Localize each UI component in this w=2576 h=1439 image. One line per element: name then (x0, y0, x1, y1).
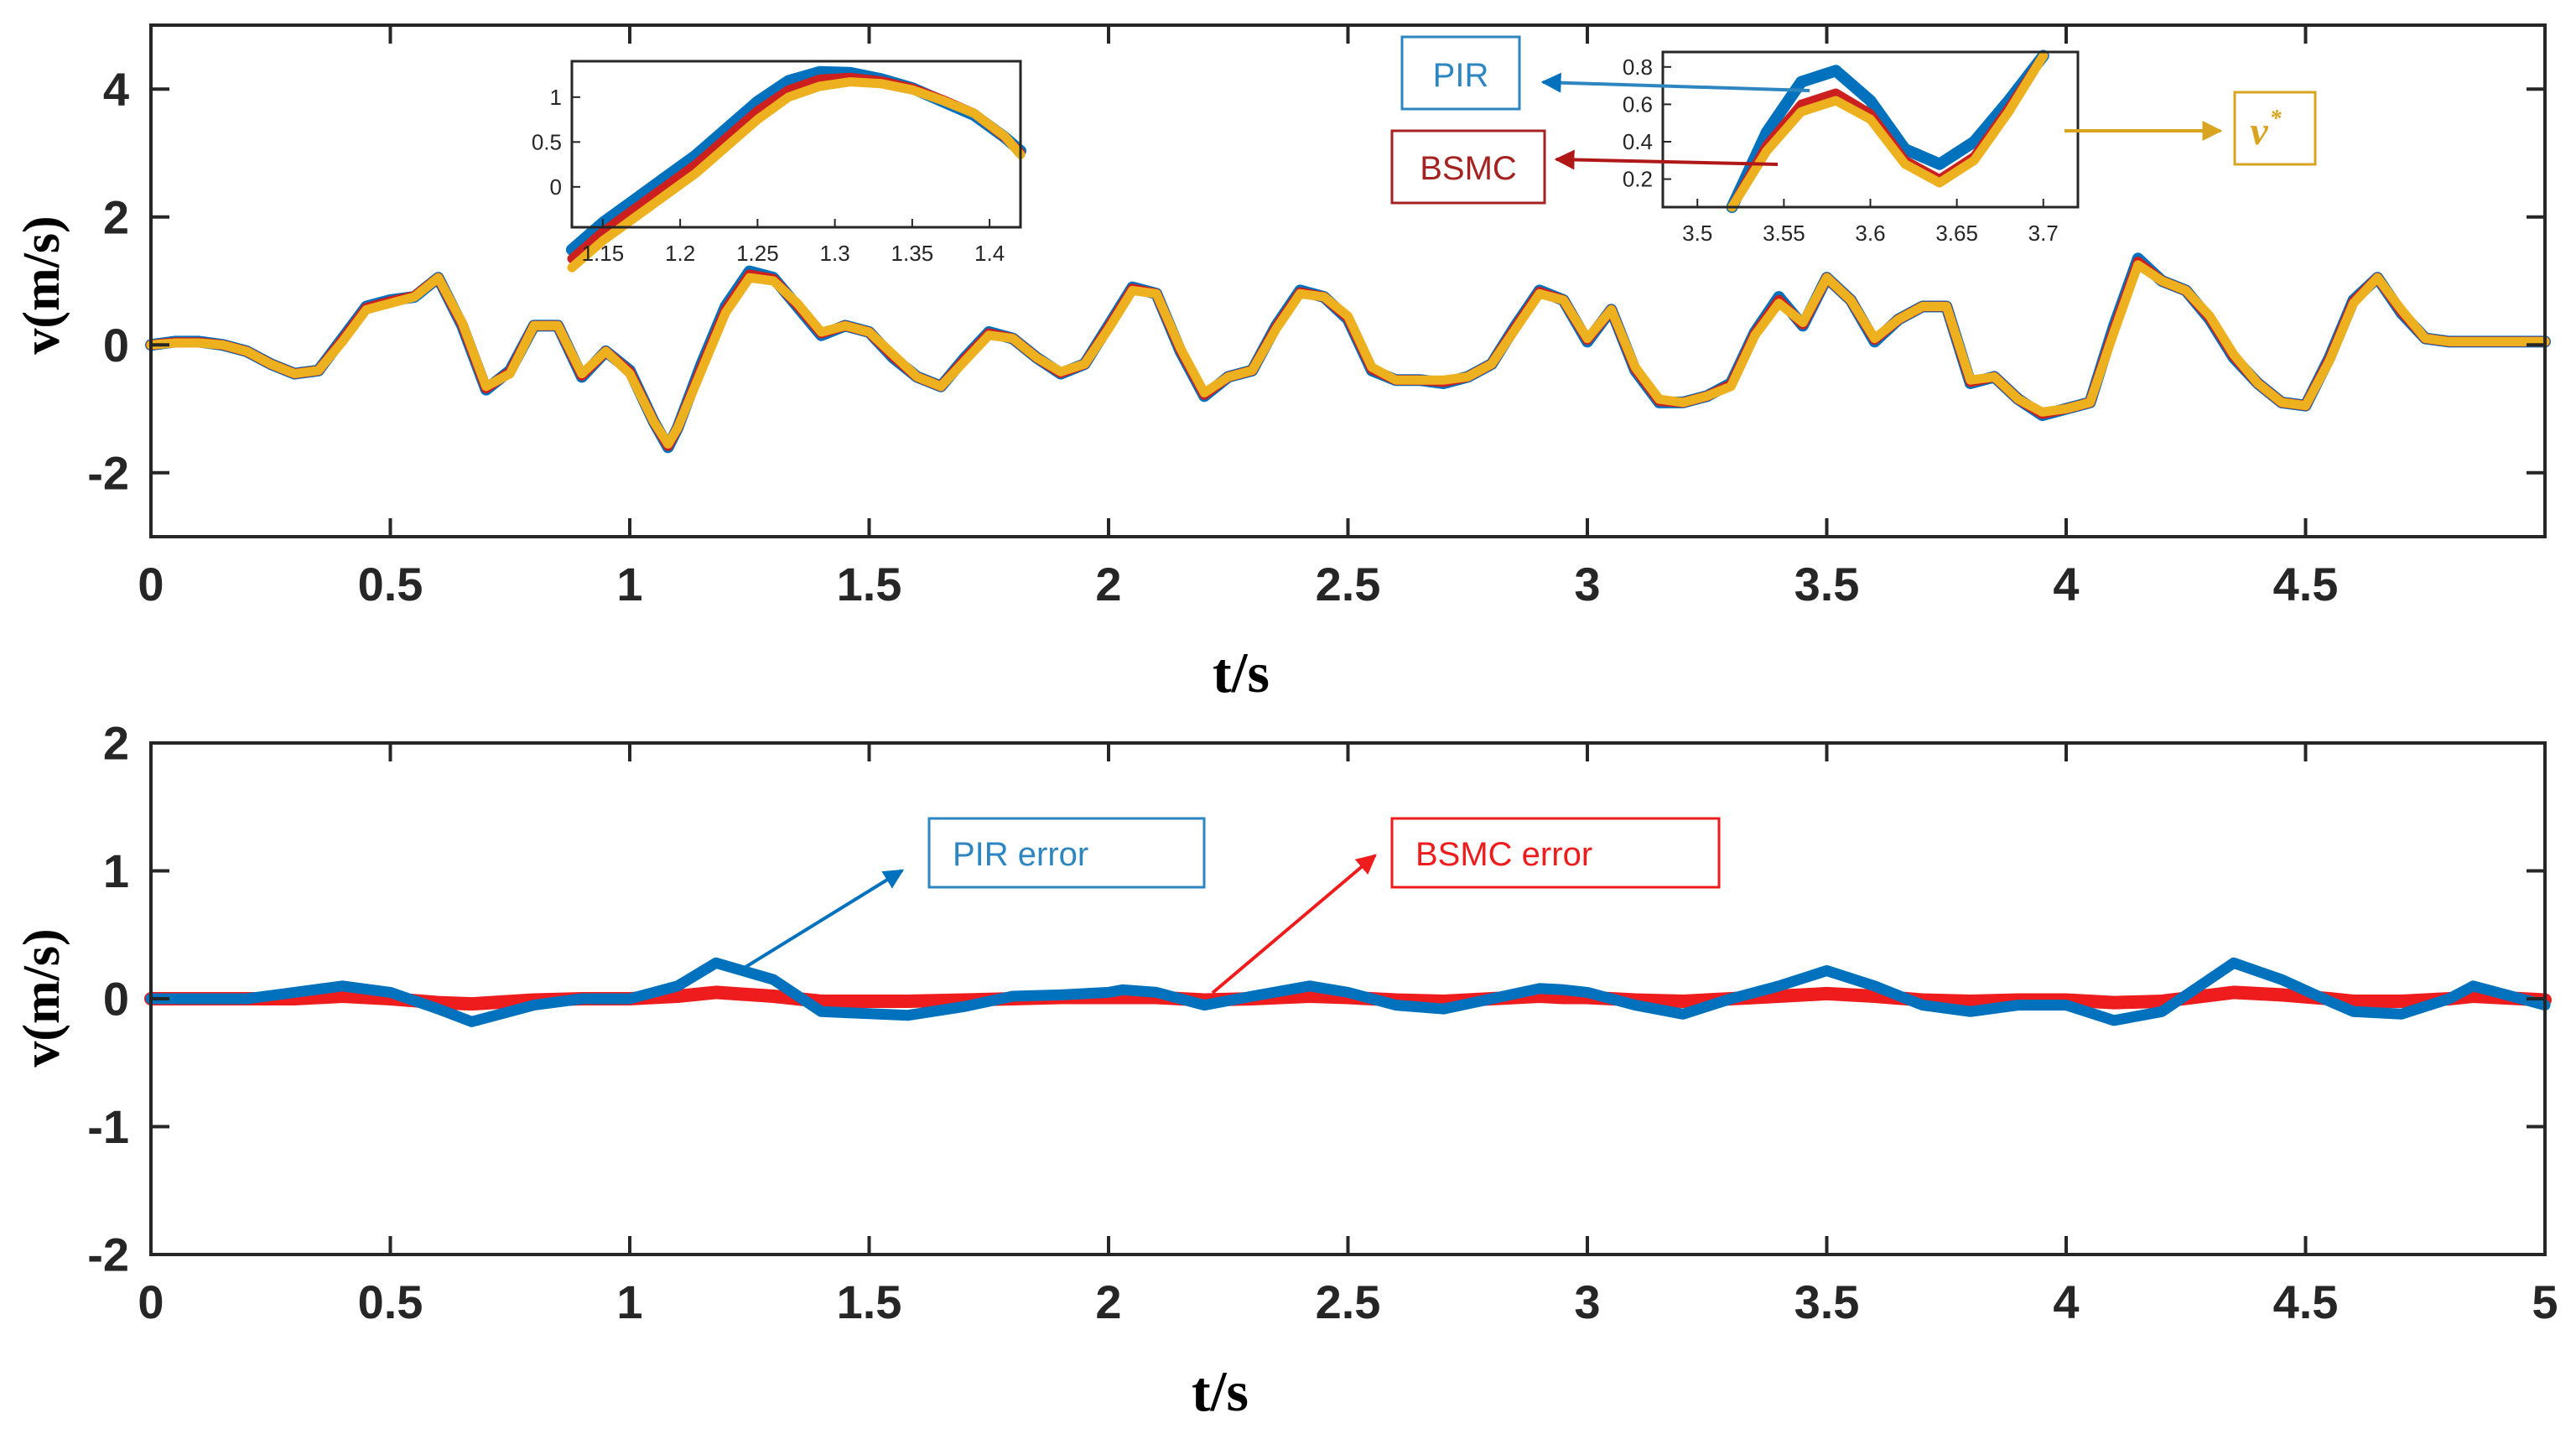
bottom-x-tick-label: 4.5 (2273, 1275, 2339, 1328)
bottom-x-tick-label: 4 (2053, 1275, 2079, 1328)
inset-2-ticks: 3.5 3.55 3.6 3.65 3.7 0.2 0.4 0.6 0.8 (1623, 55, 2059, 246)
inset-1-y-tick-label: 0.5 (532, 129, 562, 154)
bsmc-error-label: BSMC error (1415, 836, 1592, 873)
bsmc-error-arrow (1211, 854, 1377, 995)
bottom-axes-ticks: 0 0.5 1 1.5 2 2.5 3 3.5 4 4.5 5 -2 -1 0 1 2 (87, 717, 2558, 1328)
top-axes-ticks: 0 0.5 1 1.5 2 2.5 3 3.5 4 4.5 -2 0 2 4 (87, 25, 2545, 610)
reference-label: v* (2250, 106, 2282, 153)
bottom-x-tick-label: 1.5 (837, 1275, 902, 1328)
pir-error-label: PIR error (953, 836, 1088, 873)
bsmc-error-label-box (1390, 817, 1721, 889)
inset-1-x-tick-label: 1.15 (582, 241, 625, 266)
inset-2-y-tick-label: 0.2 (1623, 167, 1653, 192)
pir-error-arrow (735, 869, 905, 974)
inset-2-x-tick-label: 3.5 (1682, 221, 1712, 246)
bsmc-label-box (1390, 129, 1546, 205)
inset-1-ticks: 1.15 1.2 1.25 1.3 1.35 1.4 0 0.5 1 (532, 85, 1005, 266)
inset-2-y-tick-label: 0.6 (1623, 92, 1653, 117)
inset-2: 3.5 3.55 3.6 3.65 3.7 0.2 0.4 0.6 0.8 (1623, 49, 2080, 246)
reference-label-box (2233, 91, 2317, 166)
inset-2-x-tick-label: 3.6 (1855, 221, 1885, 246)
pir-arrow (1540, 72, 1810, 93)
bottom-x-tick-label: 3.5 (1794, 1275, 1860, 1328)
bottom-x-tick-label: 2.5 (1316, 1275, 1381, 1328)
bottom-y-tick-label: 1 (103, 844, 129, 897)
bottom-x-tick-label: 1 (616, 1275, 642, 1328)
bsmc-arrow (1554, 149, 1779, 170)
top-plot-frame (149, 23, 2547, 538)
bottom-x-tick-label: 3 (1574, 1275, 1600, 1328)
bottom-x-axis-title: t/s (1192, 1359, 1249, 1423)
top-x-tick-label: 2.5 (1316, 558, 1381, 610)
inset-2-y-tick-label: 0.4 (1623, 129, 1653, 154)
pir-error-annotation: PIR error (735, 817, 1206, 974)
inset-1-series-lines (566, 65, 1026, 273)
bottom-series-pir-error (145, 957, 2551, 1027)
reference-annotation: v* (2064, 91, 2317, 166)
top-y-tick-label: 4 (103, 63, 129, 116)
bottom-series-lines (144, 957, 2552, 1027)
inset-1-x-tick-label: 1.35 (891, 241, 934, 266)
top-x-tick-label: 3 (1574, 558, 1600, 610)
bottom-x-tick-label: 0 (138, 1275, 164, 1328)
inset-2-series-pir (1726, 49, 2049, 213)
inset-1: 1.15 1.2 1.25 1.3 1.35 1.4 0 0.5 1 (532, 60, 1026, 273)
top-x-tick-label: 4.5 (2273, 558, 2339, 610)
top-y-tick-label: 0 (103, 319, 129, 371)
bsmc-error-annotation: BSMC error (1211, 817, 1721, 995)
top-chart: 0 0.5 1 1.5 2 2.5 3 3.5 4 4.5 -2 0 2 4 t/s v(m/s) 1.1… (13, 23, 2551, 704)
inset-1-frame (570, 60, 1022, 229)
top-x-tick-label: 1.5 (837, 558, 902, 610)
inset-2-x-tick-label: 3.7 (2028, 221, 2059, 246)
top-y-tick-label: 2 (103, 190, 129, 243)
pir-annotation: PIR (1400, 35, 1810, 111)
top-x-tick-label: 4 (2053, 558, 2079, 610)
bsmc-label: BSMC (1420, 150, 1517, 187)
inset-2-background (1663, 52, 2078, 207)
inset-2-x-tick-label: 3.55 (1763, 221, 1805, 246)
inset-2-x-tick-label: 3.65 (1935, 221, 1978, 246)
inset-2-series-v (1727, 51, 2049, 212)
bsmc-annotation: BSMC (1390, 129, 1779, 205)
bottom-y-tick-label: -1 (87, 1100, 129, 1153)
inset-1-x-tick-label: 1.3 (820, 241, 850, 266)
bottom-y-tick-label: 0 (103, 973, 129, 1026)
inset-2-y-tick-label: 0.8 (1623, 55, 1653, 80)
top-x-tick-label: 2 (1095, 558, 1121, 610)
bottom-y-axis-title: v(m/s) (13, 928, 70, 1067)
inset-1-series-v (567, 77, 1026, 273)
pir-label: PIR (1433, 57, 1489, 94)
bottom-x-tick-label: 0.5 (358, 1275, 423, 1328)
top-series-v (146, 260, 2550, 449)
bottom-x-tick-label: 2 (1095, 1275, 1121, 1328)
pir-label-box (1400, 35, 1521, 111)
inset-1-x-tick-label: 1.2 (665, 241, 695, 266)
bottom-x-tick-label: 5 (2532, 1275, 2558, 1328)
inset-1-y-tick-label: 0 (550, 174, 562, 200)
top-x-tick-label: 1 (616, 558, 642, 610)
inset-1-x-tick-label: 1.4 (974, 241, 1005, 266)
inset-2-series-lines (1726, 49, 2049, 213)
inset-1-y-tick-label: 1 (550, 85, 562, 110)
top-x-axis-title: t/s (1213, 641, 1270, 704)
top-y-tick-label: -2 (87, 446, 129, 499)
inset-1-x-tick-label: 1.25 (736, 241, 779, 266)
top-series-lines (145, 252, 2551, 454)
top-x-tick-label: 0 (138, 558, 164, 610)
reference-label-superscript: * (2270, 106, 2283, 132)
top-y-axis-title: v(m/s) (13, 216, 70, 354)
pir-error-label-box (927, 817, 1206, 889)
bottom-y-tick-label: -2 (87, 1229, 129, 1281)
top-x-tick-label: 3.5 (1794, 558, 1860, 610)
bottom-y-tick-label: 2 (103, 717, 129, 770)
top-x-tick-label: 0.5 (358, 558, 423, 610)
